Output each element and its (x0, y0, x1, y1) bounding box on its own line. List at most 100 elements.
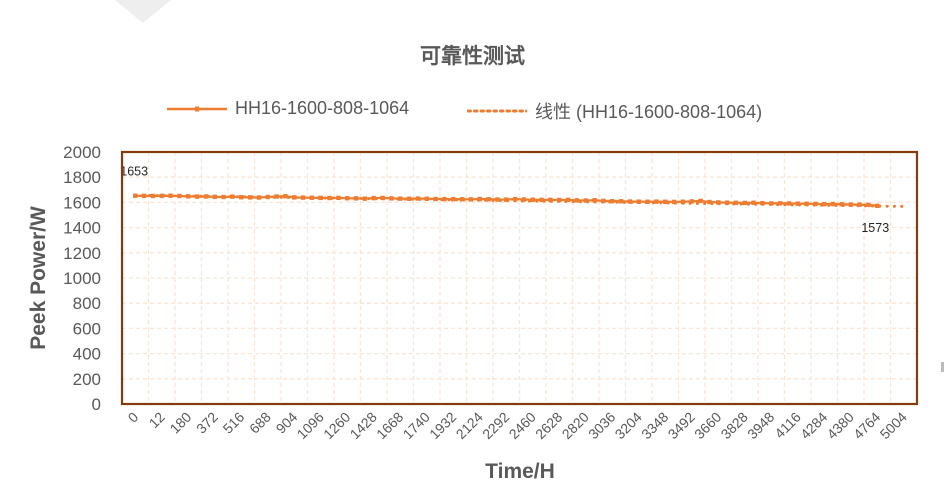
y-tick-label: 1000 (63, 269, 101, 288)
data-point-marker (742, 200, 747, 206)
data-point-marker (362, 196, 368, 201)
x-tick-label: 3660 (691, 409, 724, 442)
y-tick-label: 1600 (63, 193, 101, 212)
y-tick-label: 600 (73, 319, 101, 338)
data-point-marker (795, 201, 800, 206)
data-point-marker (866, 202, 871, 208)
data-point-marker (707, 199, 712, 205)
data-point-marker (716, 200, 721, 205)
data-point-marker (415, 196, 421, 201)
data-point-marker (822, 201, 827, 207)
legend-item-trendline[interactable]: 线性 (HH16-1600-808-1064) (467, 98, 762, 124)
x-tick-label: 3948 (744, 409, 777, 442)
x-tick-label: 4116 (771, 409, 804, 442)
x-tick-label: 12 (146, 409, 168, 431)
y-tick-label: 200 (73, 370, 101, 389)
x-tick-label: 3348 (638, 409, 671, 442)
legend-trend-label: 线性 (HH16-1600-808-1064) (535, 102, 763, 122)
data-point-marker (274, 194, 279, 199)
data-point-marker (813, 201, 818, 207)
data-point-marker (159, 193, 164, 199)
x-tick-label: 1260 (320, 409, 353, 442)
data-point-marker (186, 194, 191, 199)
x-tick-label: 1096 (294, 409, 327, 442)
y-tick-label: 1400 (63, 219, 101, 238)
plot-frame (120, 150, 919, 406)
x-tick-label: 3828 (718, 409, 751, 442)
x-tick-label: 5004 (877, 409, 910, 442)
x-tick-label: 3492 (665, 409, 698, 442)
data-point-marker (406, 196, 412, 201)
edge-artifact (941, 362, 944, 372)
x-tick-label: 516 (220, 409, 248, 437)
y-tick-label: 1800 (63, 168, 101, 187)
x-tick-label: 1740 (400, 409, 433, 442)
x-tick-label: 688 (246, 409, 274, 437)
data-point-marker (398, 196, 403, 201)
data-point-marker (627, 199, 633, 204)
data-point-marker (459, 197, 465, 202)
y-tick-label: 400 (73, 345, 101, 364)
data-point-marker (830, 201, 836, 207)
dotted-line-icon (467, 109, 527, 113)
data-point-marker (239, 195, 244, 200)
x-tick-label: 1428 (347, 409, 380, 442)
data-point-marker (751, 200, 756, 205)
x-tick-label: 0 (125, 409, 142, 426)
solid-line-marker-icon (167, 106, 227, 111)
data-point-marker (618, 199, 624, 204)
data-point-marker (318, 195, 323, 201)
y-tick-label: 1200 (63, 244, 101, 263)
data-point-marker (327, 195, 332, 201)
x-tick-label: 372 (193, 409, 221, 437)
data-point-marker (698, 198, 703, 204)
x-tick-label: 4284 (797, 409, 830, 442)
data-point-marker (663, 199, 668, 204)
data-point-marker (194, 194, 200, 199)
data-point-marker (504, 197, 509, 202)
legend: HH16-1600-808-1064 线性 (HH16-1600-808-106… (0, 98, 945, 122)
x-tick-label: 3036 (585, 409, 618, 442)
data-point-marker (203, 194, 209, 199)
x-axis-title: Time/H (485, 460, 555, 483)
data-point-marker (610, 198, 615, 204)
data-point-marker (565, 197, 571, 203)
data-point-marker (548, 197, 553, 203)
data-point-marker (371, 195, 376, 201)
x-tick-label: 2460 (506, 409, 539, 442)
data-point-marker (247, 195, 253, 200)
data-point-marker (530, 197, 535, 202)
data-label: 1573 (861, 221, 889, 235)
x-tick-label: 2628 (532, 409, 565, 442)
data-point-marker (539, 197, 544, 203)
data-point-marker (512, 196, 518, 202)
data-point-marker (592, 198, 597, 203)
data-point-marker (777, 201, 783, 206)
data-point-marker (451, 196, 456, 202)
x-tick-label: 1932 (426, 409, 459, 442)
data-point-marker (645, 199, 650, 204)
data-point-marker (857, 202, 862, 207)
data-point-marker (521, 197, 527, 202)
y-tick-label: 800 (73, 294, 101, 313)
x-tick-label: 180 (167, 409, 195, 437)
data-point-marker (671, 199, 677, 205)
chart-title: 可靠性测试 (420, 44, 525, 68)
y-tick-label: 2000 (63, 143, 101, 162)
x-tick-label: 1668 (373, 409, 406, 442)
x-tick-label: 2124 (453, 409, 486, 442)
data-point-marker (733, 200, 739, 205)
data-point-marker (689, 199, 694, 204)
legend-item-series[interactable]: HH16-1600-808-1064 (167, 98, 409, 119)
data-point-marker (839, 202, 845, 207)
data-label: 1653 (120, 165, 148, 179)
data-point-marker (654, 199, 659, 204)
data-point-marker (442, 196, 447, 202)
data-point-marker (574, 198, 580, 203)
data-point-marker (786, 201, 792, 206)
x-tick-label: 4380 (824, 409, 857, 442)
x-tick-label: 3204 (612, 409, 645, 442)
data-point-marker (486, 197, 491, 202)
y-tick-label: 0 (92, 395, 101, 414)
